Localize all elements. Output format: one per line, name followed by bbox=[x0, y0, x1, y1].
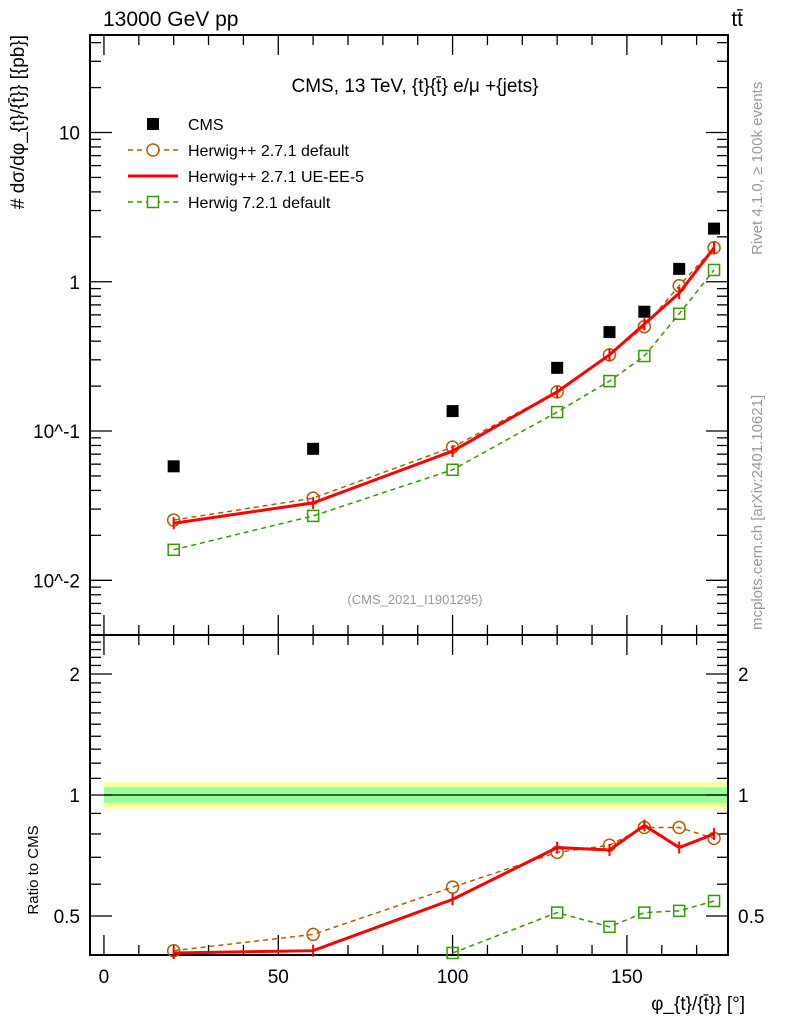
chart-title: CMS, 13 TeV, {t}{t̄} e/μ +{jets} bbox=[291, 76, 538, 97]
y-tick-labels: 10^-2 10^-1 1 10 bbox=[33, 124, 80, 593]
legend-marker bbox=[146, 195, 160, 209]
series-0-marker bbox=[307, 442, 320, 455]
series-3-line bbox=[173, 269, 715, 551]
series-3-marker bbox=[638, 349, 651, 363]
ratio-series-2-marker bbox=[446, 946, 459, 960]
series-1-line bbox=[173, 247, 715, 521]
legend-marker-cms bbox=[147, 118, 159, 130]
analysis-watermark: (CMS_2021_I1901295) bbox=[347, 592, 482, 607]
series-0-marker bbox=[708, 222, 721, 235]
series-0-marker bbox=[167, 460, 180, 473]
series-3-marker bbox=[167, 543, 180, 557]
ratio-series-2-marker bbox=[550, 906, 564, 919]
ratio-series-2-marker bbox=[603, 920, 616, 934]
ratio-series-2-marker bbox=[707, 894, 721, 908]
ratio-axis-label: Ratio to CMS bbox=[25, 825, 42, 914]
series-3-marker bbox=[550, 405, 564, 419]
series-3-marker bbox=[306, 509, 320, 523]
ratio-series-1-line bbox=[173, 823, 715, 955]
x-tick-label: 50 bbox=[268, 967, 289, 988]
ratio-tick-label-right: 0.5 bbox=[738, 907, 764, 928]
series-0-marker bbox=[603, 326, 616, 339]
series-3-marker bbox=[446, 463, 459, 477]
series-3-marker bbox=[707, 263, 721, 277]
x-tick-label: 100 bbox=[437, 967, 469, 988]
ratio-panel: 0 50 100 150 0.5 0.5 1 1 2 2 bbox=[54, 634, 764, 988]
y-tick-label: 10^-2 bbox=[33, 571, 80, 592]
mcplots-label: mcplots.cern.ch [arXiv:2401.10621] bbox=[749, 395, 766, 630]
ratio-series-0-line bbox=[173, 826, 715, 952]
series-0-marker bbox=[673, 262, 686, 275]
ratio-series-0-marker bbox=[306, 927, 320, 942]
series-2-line bbox=[173, 246, 716, 525]
legend-label: CMS bbox=[188, 117, 224, 134]
y-tick-label: 10 bbox=[59, 124, 80, 145]
series-0-marker bbox=[638, 305, 651, 318]
legend-label: Herwig++ 2.7.1 UE-EE-5 bbox=[188, 169, 364, 186]
main-panel bbox=[89, 34, 729, 955]
series-0-marker bbox=[551, 361, 564, 374]
series-0-marker bbox=[446, 405, 459, 418]
ratio-series-2-line bbox=[452, 900, 715, 954]
y-axis-label: # dσ/dφ_{t}/{t̄}} [{pb}] bbox=[8, 35, 29, 209]
beam-label: 13000 GeV pp bbox=[103, 8, 238, 31]
process-label: tt̄ bbox=[731, 8, 743, 31]
ratio-series-0-marker bbox=[445, 880, 460, 894]
legend-label: Herwig 7.2.1 default bbox=[188, 195, 331, 212]
legend-marker bbox=[146, 143, 160, 157]
series-3-marker bbox=[603, 374, 616, 388]
ratio-tick-label-right: 1 bbox=[738, 786, 749, 807]
ratio-tick-label-left: 1 bbox=[69, 786, 80, 807]
ratio-series-2-marker bbox=[672, 904, 686, 918]
ratio-series-0-marker bbox=[672, 820, 686, 835]
rivet-label: Rivet 4.1.0, ≥ 100k events bbox=[749, 82, 766, 255]
legend-label: Herwig++ 2.7.1 default bbox=[188, 143, 350, 160]
series-3-marker bbox=[672, 307, 686, 321]
ratio-series-2-marker bbox=[638, 906, 651, 919]
x-axis-label: φ_{t}/{t̄}} [°] bbox=[651, 994, 745, 1015]
legend: CMS Herwig++ 2.7.1 default Herwig++ 2.7.1 … bbox=[128, 117, 364, 212]
ratio-tick-label-left: 2 bbox=[69, 665, 80, 686]
ratio-tick-label-right: 2 bbox=[738, 665, 749, 686]
y-tick-label: 1 bbox=[69, 273, 80, 294]
x-tick-label: 150 bbox=[611, 967, 643, 988]
ratio-tick-label-left: 0.5 bbox=[54, 907, 80, 928]
y-tick-label: 10^-1 bbox=[33, 422, 80, 443]
x-tick-label: 0 bbox=[99, 967, 110, 988]
